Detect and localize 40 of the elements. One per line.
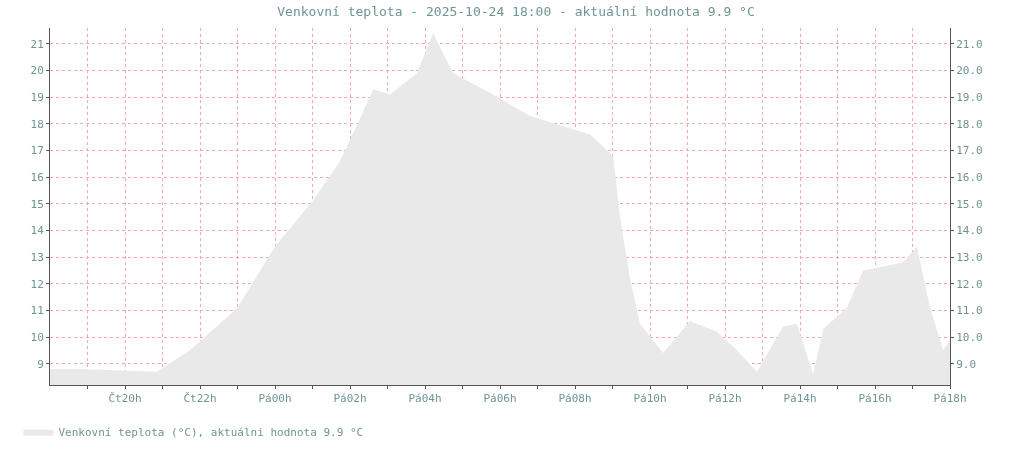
chart-title: Venkovní teplota - 2025-10-24 18:00 - aktuální hodnota 9.9 °C bbox=[277, 3, 755, 19]
x-tick-label: Pá04h bbox=[408, 392, 442, 406]
y-tick-label: 21 bbox=[30, 37, 44, 51]
y-tick-label: 14 bbox=[30, 224, 45, 238]
x-tick-label: Pá02h bbox=[333, 392, 367, 406]
x-tick-label: Pá14h bbox=[783, 392, 817, 406]
x-tick-label: Pá18h bbox=[933, 392, 967, 406]
y-tick-label: 11 bbox=[30, 304, 44, 318]
legend-label: Venkovní teplota (°C), aktuálni hodnota 9.9 °C bbox=[58, 425, 364, 439]
y-tick-label: 16 bbox=[30, 171, 44, 185]
y-tick-label: 9 bbox=[37, 357, 44, 371]
y2-tick-label: 9.0 bbox=[956, 357, 977, 371]
x-tick-label: Čt20h bbox=[108, 392, 142, 406]
y-tick-label: 15 bbox=[30, 197, 44, 211]
y-tick-label: 17 bbox=[30, 144, 44, 158]
x-tick-label: Čt22h bbox=[183, 392, 217, 406]
x-tick-label: Pá12h bbox=[708, 392, 742, 406]
y2-tick-label: 16.0 bbox=[956, 171, 983, 185]
y2-tick-label: 19.0 bbox=[956, 91, 983, 105]
x-tick-label: Pá10h bbox=[633, 392, 667, 406]
y-tick-label: 18 bbox=[30, 117, 44, 131]
x-tick-label: Pá08h bbox=[558, 392, 592, 406]
y2-tick-label: 11.0 bbox=[956, 304, 983, 318]
y2-tick-label: 18.0 bbox=[956, 117, 983, 131]
y2-tick-label: 10.0 bbox=[956, 330, 983, 344]
y-tick-label: 20 bbox=[30, 64, 44, 78]
y2-tick-label: 21.0 bbox=[956, 37, 983, 51]
y2-tick-label: 20.0 bbox=[956, 64, 983, 78]
y2-tick-label: 12.0 bbox=[956, 277, 983, 291]
x-tick-label: Pá00h bbox=[258, 392, 292, 406]
y2-tick-label: 17.0 bbox=[956, 144, 983, 158]
y-tick-label: 13 bbox=[30, 250, 44, 264]
y-tick-label: 19 bbox=[30, 91, 44, 105]
y2-tick-label: 14.0 bbox=[956, 224, 983, 238]
y-tick-label: 12 bbox=[30, 277, 44, 291]
x-tick-label: Pá06h bbox=[483, 392, 517, 406]
x-tick-label: Pá16h bbox=[858, 392, 892, 406]
y2-tick-label: 15.0 bbox=[956, 197, 983, 211]
y2-tick-label: 13.0 bbox=[956, 250, 983, 264]
y-tick-label: 10 bbox=[30, 330, 44, 344]
